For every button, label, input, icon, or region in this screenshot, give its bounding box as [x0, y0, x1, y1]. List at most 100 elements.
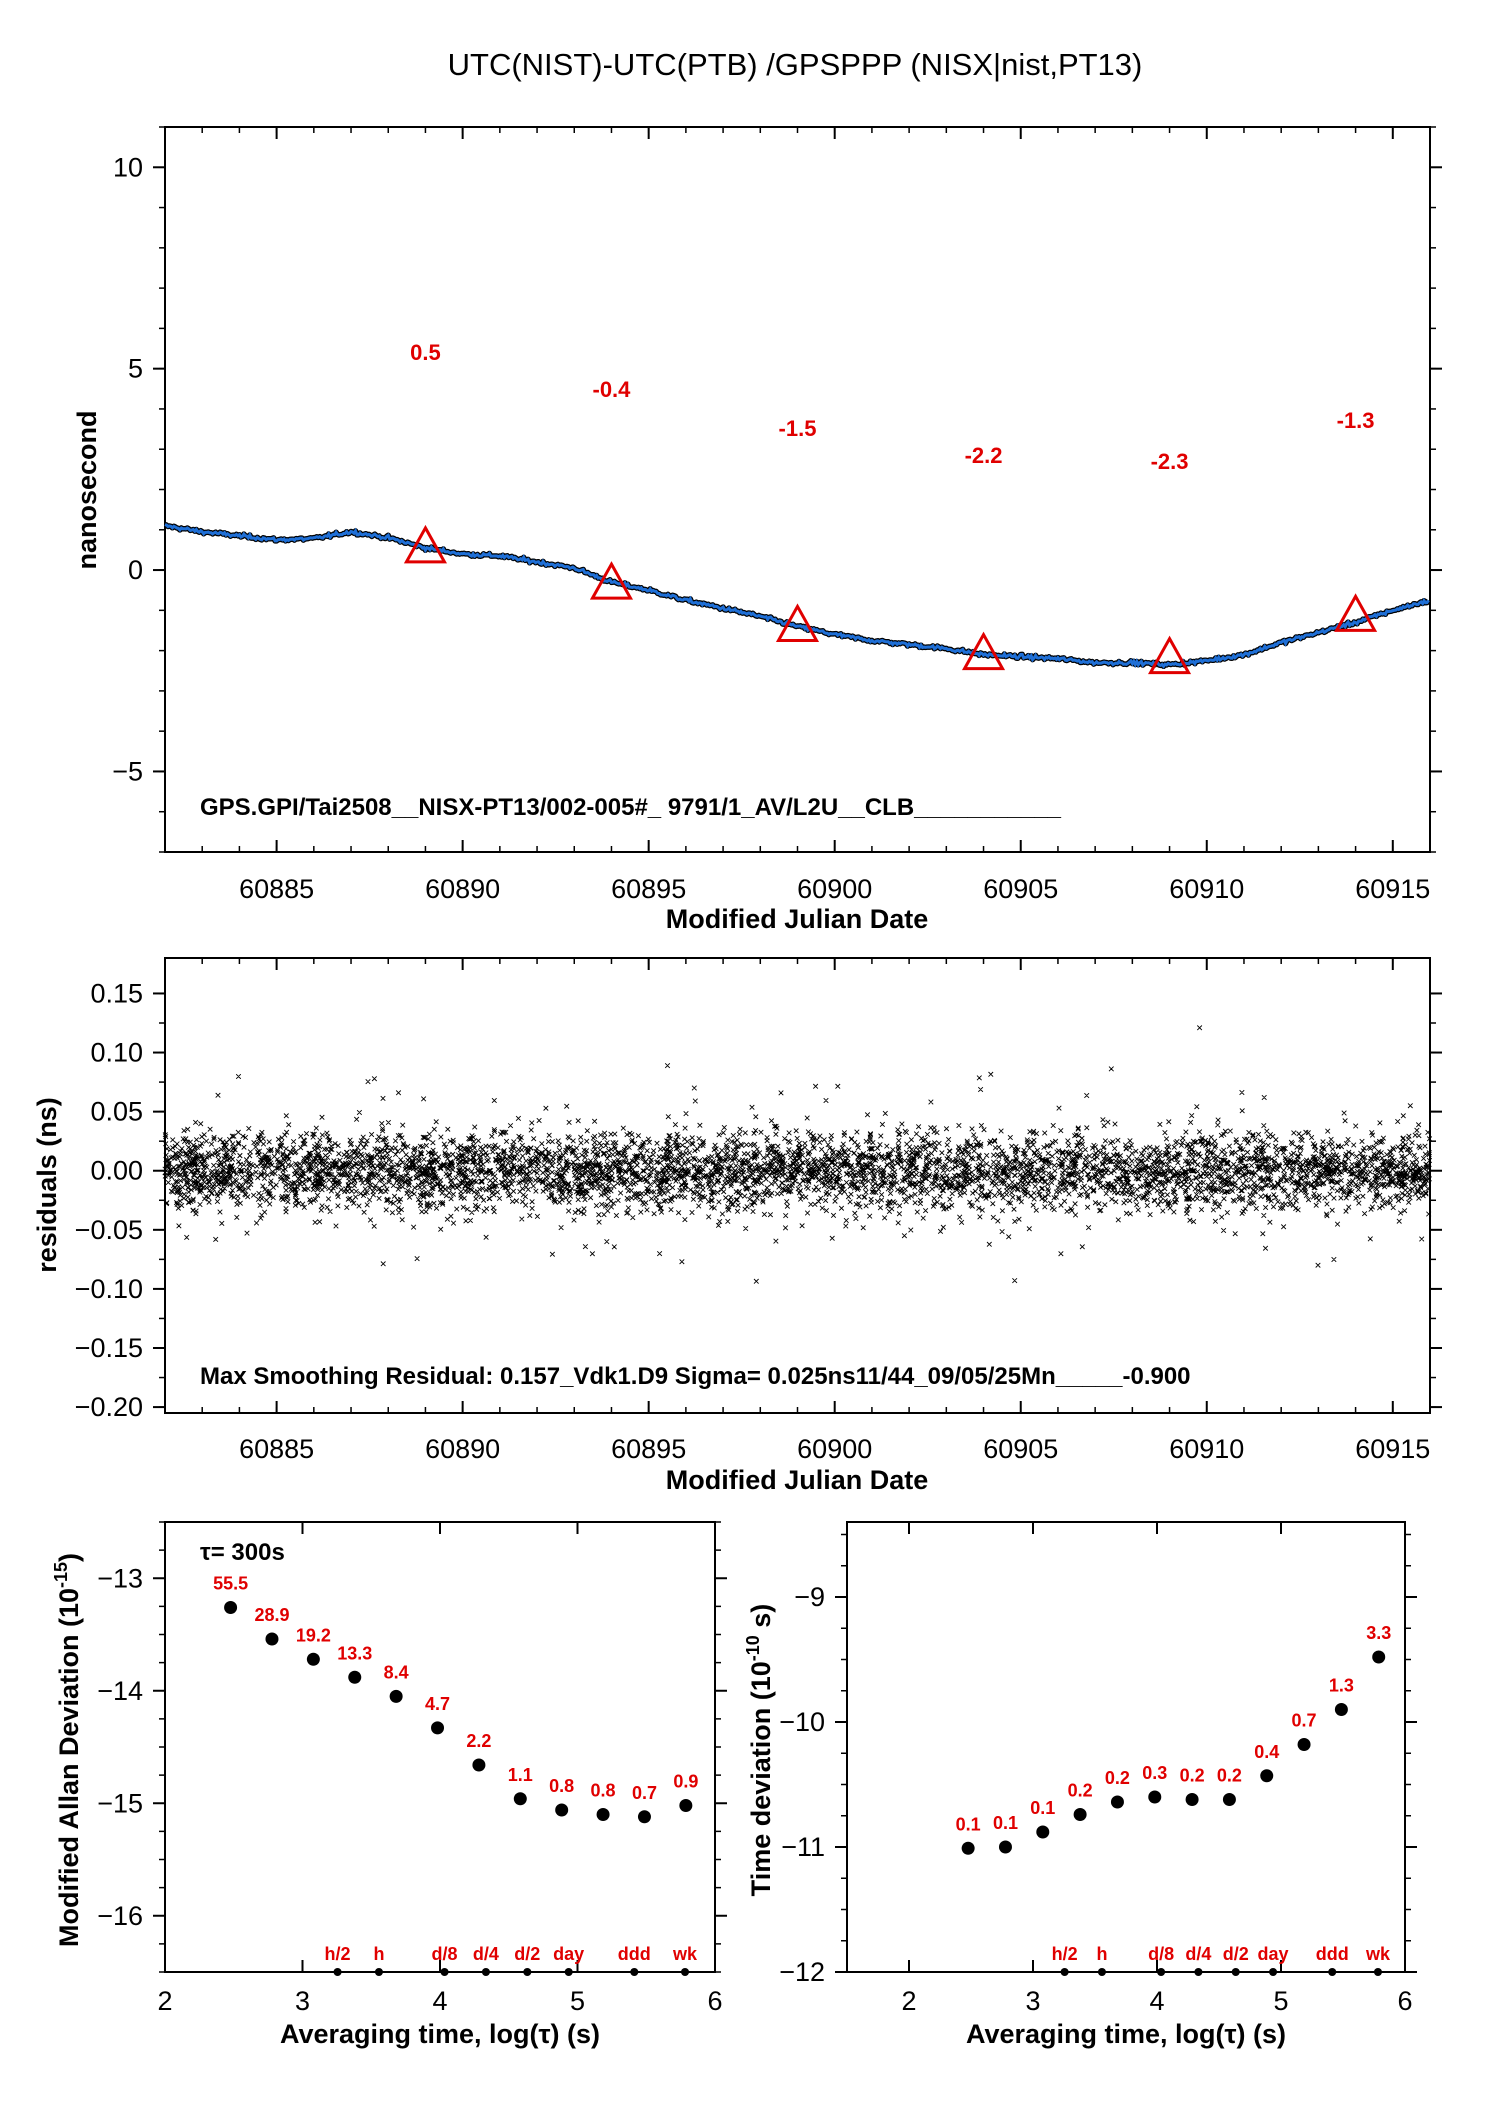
x-tick-label: 60890 — [425, 1434, 500, 1464]
x-tick-label: 2 — [157, 1986, 172, 2016]
point-value-label: 13.3 — [337, 1643, 372, 1663]
x-axis-label: Averaging time, log(τ) (s) — [966, 2019, 1286, 2049]
marker-value-label: -1.3 — [1337, 408, 1375, 433]
data-point — [1372, 1650, 1386, 1664]
plot-frame — [846, 1521, 1406, 1973]
data-point — [1110, 1795, 1124, 1809]
data-point — [1036, 1825, 1050, 1839]
data-point — [555, 1803, 569, 1817]
triangle-marker — [775, 603, 820, 642]
data-point — [596, 1808, 610, 1821]
time-marker-label: d/2 — [514, 1944, 540, 1964]
x-tick-label: 60915 — [1355, 874, 1430, 904]
residuals-plot: 60885 60890 60895 60900 60905 60910 60915 0.15 0… — [32, 957, 1442, 1495]
time-marker-label: wk — [1365, 1944, 1391, 1964]
plot-frame — [164, 126, 1431, 853]
point-value-label: 0.2 — [1217, 1766, 1242, 1786]
y-axis-label: residuals (ns) — [32, 1097, 62, 1273]
time-marker-label: d/4 — [1185, 1944, 1211, 1964]
x-tick-label: 6 — [1397, 1986, 1412, 2016]
data-point — [389, 1689, 403, 1703]
y-axis-label-text: Modified Allan Deviation (10 — [54, 1588, 84, 1947]
y-axis-label-exponent: -10 — [743, 1635, 763, 1661]
x-tick-label: 3 — [295, 1986, 310, 2016]
y-tick-label: −5 — [112, 756, 143, 786]
data-point — [431, 1721, 445, 1735]
marker-value-label: -0.4 — [593, 377, 632, 402]
point-value-label: 0.7 — [1292, 1711, 1317, 1731]
x-tick-label: 60900 — [797, 874, 872, 904]
tdev-plot: 2 3 4 5 6 −9 −10 −11 −12 Averaging time, log(τ) (… — [743, 1521, 1417, 2049]
data-point — [1073, 1808, 1087, 1821]
x-tick-label: 6 — [707, 1986, 722, 2016]
point-value-label: 55.5 — [213, 1574, 248, 1594]
x-tick-label: 60910 — [1169, 1434, 1244, 1464]
y-tick-label: −0.10 — [75, 1274, 143, 1304]
x-axis-label: Averaging time, log(τ) (s) — [280, 2019, 600, 2049]
y-axis-label: Modified Allan Deviation (10-15) — [51, 1553, 84, 1947]
time-marker-dot — [564, 1968, 573, 1976]
time-marker-dot — [1060, 1968, 1069, 1976]
x-tick-label: 60890 — [425, 874, 500, 904]
x-tick-label: 60910 — [1169, 874, 1244, 904]
time-marker-dot — [523, 1968, 532, 1976]
point-value-label: 0.1 — [993, 1813, 1018, 1833]
y-tick-label: 10 — [113, 152, 143, 182]
marker-value-label: -2.2 — [965, 443, 1003, 468]
data-point — [1260, 1769, 1274, 1783]
point-value-label: 0.4 — [1254, 1742, 1279, 1762]
triangle-marker — [589, 561, 634, 600]
time-marker-dot — [1328, 1968, 1337, 1976]
point-value-label: 1.3 — [1329, 1676, 1354, 1696]
y-tick-label: −0.15 — [75, 1333, 143, 1363]
x-tick-label: 60915 — [1355, 1434, 1430, 1464]
time-marker-dot — [1194, 1968, 1203, 1976]
data-point — [513, 1792, 527, 1806]
residual-points — [162, 1025, 1433, 1284]
point-value-label: 0.8 — [549, 1776, 574, 1796]
y-tick-label: −13 — [97, 1563, 143, 1593]
time-marker-dot — [681, 1968, 690, 1976]
data-point — [961, 1841, 975, 1855]
data-point — [1148, 1790, 1162, 1804]
y-tick-label: −0.20 — [75, 1392, 143, 1422]
phase-series-line — [164, 523, 1430, 669]
time-marker-label: h — [1096, 1944, 1107, 1964]
x-tick-label: 60885 — [239, 874, 314, 904]
time-marker-label: wk — [672, 1944, 698, 1964]
x-tick-label: 3 — [1025, 1986, 1040, 2016]
time-marker-dot — [1373, 1968, 1382, 1976]
time-marker-label: day — [1258, 1944, 1289, 1964]
plot-note: Max Smoothing Residual: 0.157_Vdk1.D9 Si… — [200, 1363, 1191, 1390]
time-marker-label: h — [373, 1944, 384, 1964]
marker-value-label: -2.3 — [1151, 449, 1189, 474]
x-tick-label: 4 — [432, 1986, 447, 2016]
y-tick-label: −10 — [779, 1707, 825, 1737]
data-point — [1334, 1703, 1348, 1716]
y-tick-label: −11 — [781, 1832, 825, 1862]
time-marker-label: ddd — [618, 1944, 651, 1964]
time-marker-label: h/2 — [325, 1944, 351, 1964]
y-tick-label: −16 — [97, 1901, 143, 1931]
time-marker-dot — [440, 1968, 449, 1976]
time-marker-label: h/2 — [1052, 1944, 1078, 1964]
data-point — [1222, 1793, 1236, 1806]
data-point — [472, 1758, 486, 1772]
x-axis-label: Modified Julian Date — [666, 904, 929, 934]
x-tick-label: 60895 — [611, 1434, 686, 1464]
time-marker-dot — [1231, 1968, 1240, 1976]
y-tick-label: 0.15 — [90, 978, 143, 1008]
y-tick-label: −12 — [779, 1957, 825, 1987]
y-tick-label: −9 — [794, 1582, 825, 1612]
y-tick-label: 0 — [128, 555, 143, 585]
time-marker-dot — [333, 1968, 342, 1976]
mdev-plot: 2 3 4 5 6 −13 −14 −15 −16 Averaging time, log(τ) … — [51, 1521, 727, 2049]
y-tick-label: 0.00 — [90, 1156, 143, 1186]
time-marker-dot — [481, 1968, 490, 1976]
point-value-label: 28.9 — [254, 1605, 289, 1625]
time-marker-label: d/2 — [1223, 1944, 1249, 1964]
data-point — [1297, 1738, 1311, 1751]
time-marker-dot — [1157, 1968, 1166, 1976]
x-tick-label: 60905 — [983, 874, 1058, 904]
data-point — [265, 1632, 279, 1646]
